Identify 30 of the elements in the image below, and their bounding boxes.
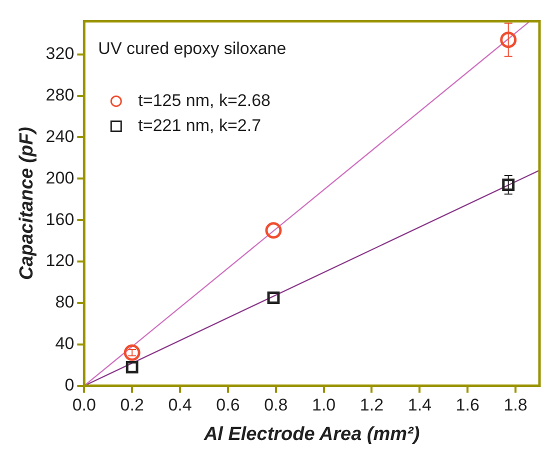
x-tick-label: 1.6: [456, 396, 480, 415]
x-tick-label: 0.4: [168, 396, 192, 415]
x-tick-label: 0.0: [72, 396, 96, 415]
y-tick-label: 120: [46, 251, 74, 270]
y-tick-label: 200: [46, 168, 74, 188]
point: [126, 360, 138, 374]
point: [500, 32, 517, 48]
y-tick-label: 280: [46, 85, 74, 104]
x-axis-title: Al Electrode Area (mm²): [202, 424, 420, 445]
x-tick-label: 0.6: [216, 396, 240, 415]
y-axis-title: Capacitance (pF): [16, 126, 38, 280]
point: [267, 292, 280, 304]
y-tick-label: 240: [46, 126, 74, 146]
legend-label: t=125 nm, k=2.68: [138, 90, 270, 110]
y-tick-label: 160: [46, 210, 74, 229]
x-tick-label: 1.2: [360, 396, 384, 415]
y-tick-label: 80: [55, 292, 74, 312]
y-tick-label: 0: [64, 375, 74, 394]
x-tick-label: 0.2: [120, 396, 144, 415]
legend-label: t=221 nm, k=2.7: [138, 116, 262, 135]
x-tick-label: 1.4: [408, 396, 432, 415]
point: [502, 178, 515, 192]
x-tick-label: 0.8: [264, 396, 288, 415]
y-tick-label: 320: [46, 44, 74, 64]
x-tick-label: 1.8: [504, 396, 528, 415]
x-tick-label: 1.0: [312, 396, 336, 415]
legend-title: UV cured epoxy siloxane: [98, 38, 286, 58]
point: [124, 344, 140, 361]
y-tick-label: 40: [55, 334, 74, 354]
point: [265, 222, 282, 239]
